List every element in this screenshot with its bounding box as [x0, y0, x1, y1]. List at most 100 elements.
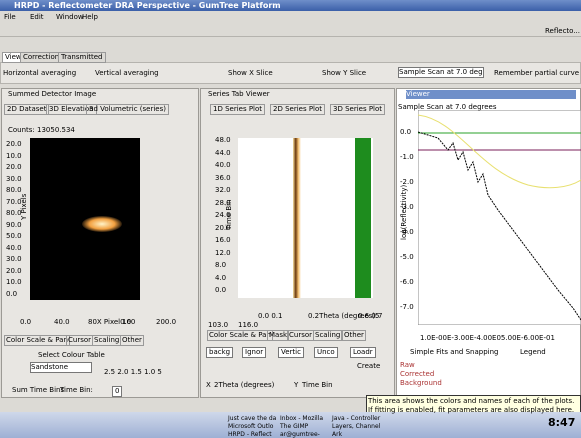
task-button[interactable]: ar@gumtree- [280, 430, 320, 438]
tab[interactable]: 2D Dataset [4, 104, 49, 115]
y-tick-label: 10.0 [6, 152, 22, 161]
tab[interactable]: Correction [20, 52, 62, 63]
x-tick-label: 40.0 [54, 318, 70, 327]
y-tick-label: -1.0 [400, 153, 414, 162]
tooltip-text: This area shows the colors and names of … [368, 397, 580, 415]
combo[interactable]: Sandstone [30, 362, 92, 373]
detector-peak [82, 216, 122, 232]
range-value: 116.0 [238, 321, 258, 330]
x-tick-label: 1.0E-00E-3.00E-4.00E05.00E-6.00E-01 [420, 334, 555, 343]
panel-title: Viewer [406, 90, 576, 99]
tab[interactable]: 2D Series Plot [270, 104, 325, 115]
button[interactable]: Remember partial curve [494, 69, 579, 78]
range-value: 103.0 [208, 321, 228, 330]
checkbox[interactable]: Sum Time Bins [12, 386, 64, 395]
tab[interactable]: Simple Fits and Snapping [410, 348, 498, 357]
y-tick-label: 20.0 [6, 140, 22, 149]
label: Time Bin: [60, 386, 93, 395]
y-tick-label: 44.0 [215, 149, 231, 158]
combo[interactable]: Loadr [350, 347, 376, 358]
value: 0 [112, 386, 122, 397]
y-tick-label: 0.0 [400, 128, 411, 137]
combo[interactable]: Sample Scan at 7.0 deg [398, 67, 484, 78]
tab[interactable]: 3d Volumetric (series) [86, 104, 169, 115]
series-image [238, 138, 373, 298]
screen: HRPD - Reflectometer DRA Perspective - G… [0, 0, 581, 438]
label: Select Colour Table [38, 351, 105, 360]
y-axis-label: Time Bin [225, 199, 234, 230]
y-tick-label: 4.0 [215, 274, 226, 283]
tab[interactable]: Cursor [66, 335, 93, 346]
tab[interactable]: Cursor [287, 330, 314, 341]
y-tick-label: -7.0 [400, 303, 414, 312]
y-tick-label: 48.0 [215, 136, 231, 145]
x-tick-label: 200.0 [156, 318, 176, 327]
y-tick-label: 12.0 [215, 249, 231, 258]
series-stripe [293, 138, 301, 298]
x-tick-label: 0.0 0.1 [258, 312, 283, 321]
reflectivity-plot [418, 110, 581, 325]
plot-frame [418, 110, 581, 325]
menu-item[interactable]: File [4, 13, 16, 22]
x-tick-label: 0.6 0.7 [358, 312, 383, 321]
window-title: HRPD - Reflectometer DRA Perspective - G… [14, 1, 281, 10]
counts: Counts: 13050.534 [8, 126, 75, 135]
button[interactable]: Show X Slice [228, 69, 273, 78]
tab[interactable]: Other [342, 330, 366, 341]
combo[interactable]: 2Theta (degrees) [214, 381, 274, 390]
panel-title: Series Tab Viewer [208, 90, 270, 99]
clock: 8:47 [548, 418, 575, 427]
y-tick-label: 30.0 [6, 175, 22, 184]
radio-option[interactable]: Horizontal averaging [3, 69, 76, 78]
menu-item[interactable]: Help [82, 13, 98, 22]
label: X [206, 381, 211, 390]
button[interactable]: Show Y Slice [322, 69, 366, 78]
tab[interactable]: 3D Series Plot [330, 104, 385, 115]
task-button[interactable]: Ark [332, 430, 342, 438]
y-tick-label: 8.0 [215, 261, 226, 270]
combo[interactable]: backg [206, 347, 233, 358]
button[interactable]: Create [357, 362, 380, 371]
tab[interactable]: Legend [520, 348, 546, 357]
x-tick-label: 0.0 [20, 318, 31, 327]
scale-label: 2.5 2.0 1.5 1.0 5 [104, 368, 162, 377]
y-tick-label: 40.0 [215, 161, 231, 170]
tab[interactable]: Color Scale & Pan [4, 335, 70, 346]
y-axis-label: Y Pixels [20, 194, 29, 220]
y-tick-label: 36.0 [215, 174, 231, 183]
plot-title: Sample Scan at 7.0 degrees [398, 103, 497, 112]
label: Y [294, 381, 298, 390]
y-axis-label: log(Reflectivity) [400, 185, 409, 240]
tab[interactable]: Transmitted [58, 52, 106, 63]
radio-option[interactable]: Vertical averaging [95, 69, 159, 78]
task-button[interactable]: HRPD - Reflect [228, 430, 272, 438]
y-tick-label: 16.0 [215, 236, 231, 245]
tab[interactable]: Other [120, 335, 144, 346]
legend-entry: Raw [400, 361, 415, 370]
y-tick-label: -5.0 [400, 253, 414, 262]
y-tick-label: 90.0 [6, 221, 22, 230]
legend-entry: Corrected [400, 370, 434, 379]
x-tick-label: 160 [122, 318, 135, 327]
toolbar [0, 24, 581, 37]
menu-item[interactable]: Window [56, 13, 84, 22]
series-band [355, 138, 371, 298]
perspective-button[interactable]: Reflecto... [545, 27, 580, 36]
tab[interactable]: Color Scale & Pan [207, 330, 273, 341]
y-tick-label: 50.0 [6, 232, 22, 241]
combo[interactable]: Unco [314, 347, 338, 358]
y-tick-label: 10.0 [6, 278, 22, 287]
y-tick-label: 40.0 [6, 244, 22, 253]
menu-item[interactable]: Edit [30, 13, 44, 22]
tab[interactable]: Scaling [313, 330, 342, 341]
combo[interactable]: Time Bin [302, 381, 333, 390]
tab[interactable]: Scaling [92, 335, 121, 346]
tab[interactable]: Mask [267, 330, 289, 341]
y-tick-label: 0.0 [6, 290, 17, 299]
combo[interactable]: Vertic [278, 347, 304, 358]
combo[interactable]: Ignor [242, 347, 266, 358]
y-tick-label: 32.0 [215, 186, 231, 195]
tab[interactable]: 1D Series Plot [210, 104, 265, 115]
y-tick-label: 30.0 [6, 255, 22, 264]
panel-title: Summed Detector Image [8, 90, 96, 99]
